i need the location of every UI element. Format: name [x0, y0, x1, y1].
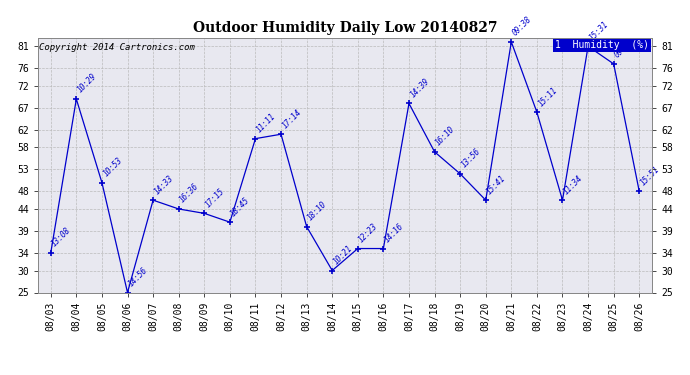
Text: 14:16: 14:16: [382, 222, 405, 245]
Text: 10:53: 10:53: [101, 156, 124, 178]
Text: 18:45: 18:45: [229, 195, 252, 218]
Text: 16:36: 16:36: [178, 182, 201, 205]
Text: 12:23: 12:23: [357, 222, 380, 245]
Text: 09:38: 09:38: [511, 15, 533, 38]
Text: 10:29: 10:29: [75, 72, 98, 95]
Text: 14:33: 14:33: [152, 173, 175, 196]
Text: 15:51: 15:51: [638, 165, 661, 187]
Text: 10:21: 10:21: [331, 244, 354, 266]
Text: 18:10: 18:10: [306, 200, 328, 222]
Text: 17:14: 17:14: [280, 107, 303, 130]
Text: 14:39: 14:39: [408, 76, 431, 99]
Title: Outdoor Humidity Daily Low 20140827: Outdoor Humidity Daily Low 20140827: [193, 21, 497, 35]
Text: 11:11: 11:11: [255, 112, 277, 135]
Text: 16:10: 16:10: [434, 125, 457, 148]
Text: 15:11: 15:11: [536, 86, 559, 108]
Text: 13:56: 13:56: [460, 147, 482, 170]
Text: 15:31: 15:31: [587, 20, 610, 42]
Text: 15:41: 15:41: [485, 173, 508, 196]
Text: 14:56: 14:56: [127, 266, 150, 288]
Text: 09:??: 09:??: [613, 37, 635, 60]
Text: Copyright 2014 Cartronics.com: Copyright 2014 Cartronics.com: [39, 43, 195, 52]
Text: 17:15: 17:15: [204, 186, 226, 209]
Text: 1  Humidity  (%): 1 Humidity (%): [555, 40, 649, 50]
Text: 11:34: 11:34: [562, 173, 584, 196]
Text: 13:08: 13:08: [50, 226, 72, 249]
